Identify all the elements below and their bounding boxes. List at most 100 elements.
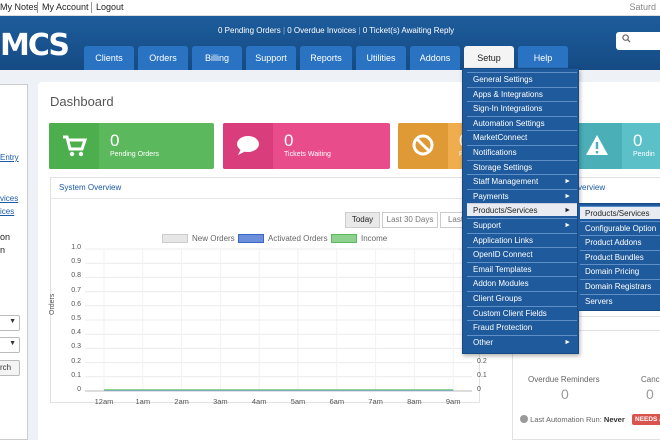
setup-menu-item-notifications[interactable]: Notifications (467, 145, 577, 158)
menu-item-label: Support (473, 221, 502, 230)
y-tick-label: 0.2 (71, 357, 81, 365)
menu-item-label: Email Templates (473, 264, 532, 274)
y-right-tick-label: 0 (477, 386, 481, 393)
last-run-value: Never (603, 415, 625, 424)
menu-item-label: Other (473, 337, 494, 347)
card-label: Pendin (633, 151, 655, 158)
setup-menu-item-other[interactable]: Other ► (467, 334, 577, 348)
date-text: Saturd (629, 2, 656, 12)
setup-menu-item-openid-connect[interactable]: OpenID Connect (467, 247, 577, 260)
setup-menu-item-staff-management[interactable]: Staff Management ► (467, 174, 577, 187)
last-run-label: Last Automation Run: (530, 415, 602, 424)
system-overview-title: System Overview (59, 183, 122, 192)
nav-orders[interactable]: Orders (138, 46, 188, 70)
sidebar-link-services[interactable]: vices (0, 194, 19, 203)
card-value: 0 (633, 131, 643, 150)
legend-swatch-new-orders (162, 234, 188, 243)
setup-menu-item-general-settings[interactable]: General Settings (467, 72, 577, 85)
nav-reports[interactable]: Reports (300, 46, 352, 70)
submenu-item-domain-registrars[interactable]: Domain Registrars (580, 279, 660, 292)
setup-menu-item-sign-in-integrations[interactable]: Sign-In Integrations (467, 101, 577, 114)
setup-menu-item-custom-client-fields[interactable]: Custom Client Fields (467, 305, 577, 319)
submenu-item-products-services[interactable]: Products/Services (580, 206, 660, 219)
needs-attention-badge[interactable]: NEEDS A (632, 414, 660, 425)
my-notes-link[interactable]: My Notes (0, 2, 39, 12)
nav-billing[interactable]: Billing (192, 46, 242, 70)
legend-new-orders: New Orders (192, 234, 235, 243)
menu-item-label: Payments (473, 191, 509, 201)
my-account-link[interactable]: My Account (42, 2, 89, 12)
sidebar-search-button[interactable]: rch (0, 360, 20, 376)
card-tickets-waiting[interactable]: 0 Tickets Waiting (223, 123, 390, 169)
menu-item-label: Custom Client Fields (473, 308, 547, 318)
y-tick-label: 0.8 (71, 272, 81, 280)
logo[interactable]: MCS (0, 28, 70, 63)
setup-menu-item-client-groups[interactable]: Client Groups (467, 291, 577, 304)
card-pending-orders[interactable]: 0 Pending Orders (49, 123, 214, 169)
search-input[interactable] (616, 32, 660, 50)
setup-menu-item-products-services[interactable]: Products/Services ► (467, 203, 577, 217)
page-title: Dashboard (50, 94, 114, 109)
menu-item-label: Products/Services (473, 206, 538, 216)
nav-support[interactable]: Support (246, 46, 296, 70)
submenu-item-product-addons[interactable]: Product Addons (580, 235, 660, 248)
logout-link[interactable]: Logout (96, 2, 124, 12)
cart-icon (49, 123, 99, 169)
chevron-right-icon: ► (564, 207, 571, 215)
menu-item-label: OpenID Connect (473, 250, 533, 260)
legend-activated-orders: Activated Orders (268, 234, 328, 243)
submenu-item-configurable-option[interactable]: Configurable Option (580, 220, 660, 234)
x-tick-label: 12am (94, 397, 114, 406)
submenu-item-servers[interactable]: Servers (580, 293, 660, 307)
nav-addons[interactable]: Addons (410, 46, 460, 70)
sidebar-link-entry[interactable]: Entry (0, 153, 19, 162)
card-value: 0 (110, 131, 120, 150)
setup-menu-item-storage-settings[interactable]: Storage Settings (467, 159, 577, 173)
setup-menu-item-application-links[interactable]: Application Links (467, 232, 577, 246)
card-label: Pending Orders (110, 151, 160, 158)
menu-item-label: Staff Management (473, 177, 539, 187)
legend-swatch-activated-orders (238, 234, 264, 243)
legend-income: Income (361, 234, 388, 243)
sidebar-select-1[interactable]: ▼ (0, 315, 20, 331)
range-30days-button[interactable]: Last 30 Days (382, 212, 438, 228)
sidebar-select-2[interactable]: ▼ (0, 337, 20, 353)
nav-clients[interactable]: Clients (84, 46, 134, 70)
nav-utilities[interactable]: Utilities (356, 46, 406, 70)
setup-menu-item-automation-settings[interactable]: Automation Settings (467, 115, 577, 129)
sidebar-link-invoices[interactable]: ices (0, 207, 15, 216)
overdue-invoices-alert[interactable]: 0 Overdue Invoices (287, 26, 357, 35)
overdue-reminders-value: 0 (561, 386, 569, 402)
setup-menu-item-apps-integrations[interactable]: Apps & Integrations (467, 86, 577, 100)
ban-icon (398, 123, 448, 169)
submenu-item-product-bundles[interactable]: Product Bundles (580, 249, 660, 263)
search-icon (622, 34, 631, 45)
setup-menu-item-addon-modules[interactable]: Addon Modules (467, 276, 577, 289)
range-today-button[interactable]: Today (345, 212, 380, 228)
submenu-item-domain-pricing[interactable]: Domain Pricing (580, 264, 660, 277)
pending-orders-alert[interactable]: 0 Pending Orders (218, 26, 281, 35)
divider: | (358, 26, 361, 35)
check-circle-icon (520, 415, 528, 423)
menu-item-label: Sign-In Integrations (473, 104, 543, 114)
speech-bubble-icon (223, 123, 273, 169)
chevron-right-icon: ► (564, 222, 571, 229)
nav-help[interactable]: Help (518, 46, 568, 70)
x-tick-label: 8am (407, 397, 422, 406)
chevron-right-icon: ► (564, 338, 571, 346)
x-tick-label: 9am (445, 397, 461, 406)
y-tick-label: 0.9 (71, 258, 81, 266)
y-tick-label: 0 (77, 386, 81, 393)
tickets-alert[interactable]: 0 Ticket(s) Awaiting Reply (362, 26, 455, 35)
setup-menu-item-marketconnect[interactable]: MarketConnect (467, 130, 577, 143)
card-cancellations[interactable]: 0 P (398, 123, 468, 169)
x-tick-label: 3am (213, 397, 228, 406)
setup-menu-item-email-templates[interactable]: Email Templates (467, 261, 577, 275)
setup-menu-item-support[interactable]: Support ► (467, 218, 577, 231)
setup-menu-item-payments[interactable]: Payments ► (467, 188, 577, 202)
setup-menu-item-fraud-protection[interactable]: Fraud Protection (467, 320, 577, 333)
y-tick-label: 0.3 (71, 343, 81, 351)
card-pending[interactable]: 0 Pendin (572, 123, 660, 169)
nav-setup[interactable]: Setup (464, 46, 514, 70)
